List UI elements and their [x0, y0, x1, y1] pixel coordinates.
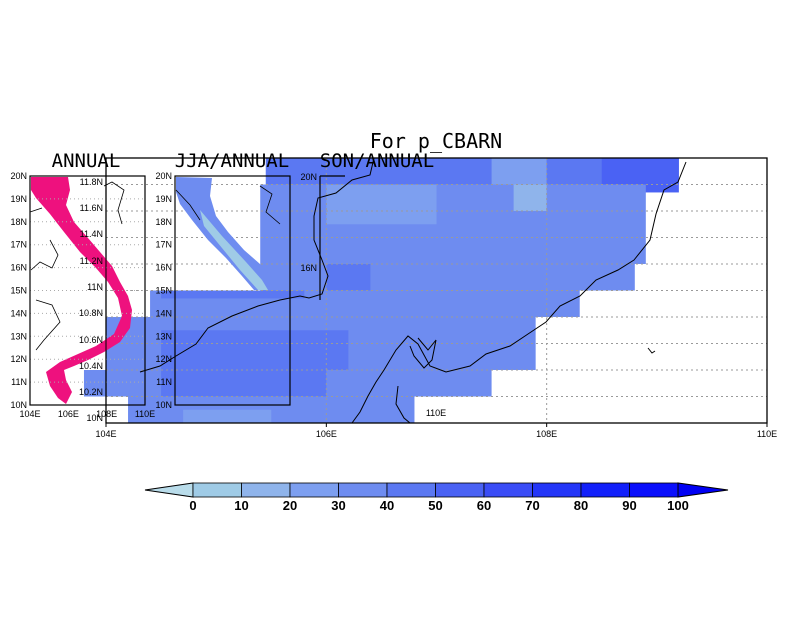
y-tick-label: 11.2N [80, 256, 103, 266]
colorbar-swatch [629, 482, 679, 498]
y-tick-label: 13N [10, 331, 27, 341]
colorbar-swatch [338, 482, 388, 498]
y-tick-label: 20N [10, 171, 27, 181]
panel-title-son-annual: SON/ANNUAL [320, 150, 434, 172]
y-tick-label: 19N [155, 194, 172, 204]
x-tick-label: 108E [96, 409, 117, 419]
y-tick-label: 10.8N [79, 308, 103, 318]
y-tick-label: 15N [10, 286, 27, 296]
data-cell [161, 370, 327, 397]
y-tick-label: 20N [155, 171, 172, 181]
y-tick-label: 12N [10, 354, 27, 364]
main-title: For p_CBARN [370, 129, 502, 153]
y-tick-label: 16N [10, 263, 27, 273]
panel-title-jja-annual: JJA/ANNUAL [175, 150, 289, 172]
y-tick-label: 18N [10, 217, 27, 227]
latitude-zoom-panel: 11.8N 11.6N 11.4N 11.2N 11N 10.8N 10.6N 10.4N 10… [79, 176, 107, 423]
colorbar-swatch [483, 482, 533, 498]
panel-frame [174, 175, 291, 406]
x-tick-label: 110E [757, 429, 777, 439]
data-cell [491, 158, 547, 188]
y-tick-label: 13N [155, 331, 172, 341]
colorbar-tick-label: 30 [331, 498, 345, 513]
colorbar-swatch [386, 482, 436, 498]
colorbar-swatch [241, 482, 291, 498]
border-lines [29, 181, 125, 351]
data-cell [513, 184, 547, 211]
data-cell [161, 330, 349, 370]
x-tick-label: 110E [426, 408, 446, 418]
annual-panel: 10N 11N 12N 13N 14N 15N 16N 17N 18N 19N 20N 104E 106… [10, 171, 155, 419]
x-tick-label: 104E [95, 429, 116, 439]
colorbar-tick-label: 60 [477, 498, 491, 513]
y-tick-label: 10N [10, 400, 27, 410]
x-tick-label: 106E [316, 429, 337, 439]
annual-fill [31, 177, 132, 404]
y-tick-label: 16N [155, 263, 172, 273]
y-tick-label: 11N [11, 377, 27, 387]
colorbar: 0 10 20 30 40 50 60 70 80 90 100 [144, 482, 729, 513]
colorbar-tick-label: 100 [667, 498, 689, 513]
y-tick-label: 11.6N [80, 203, 103, 213]
y-tick-label: 10.4N [79, 361, 103, 371]
data-cell [161, 290, 305, 299]
y-tick-label: 11N [87, 282, 103, 292]
y-tick-label: 14N [10, 308, 27, 318]
colorbar-swatch [580, 482, 630, 498]
y-tick-label: 12N [155, 354, 172, 364]
border-lines [175, 185, 281, 225]
y-tick-label: 11.4N [80, 229, 103, 239]
colorbar-tick-label: 90 [622, 498, 636, 513]
colorbar-tick-label: 20 [283, 498, 297, 513]
y-tick-label: 14N [155, 308, 172, 318]
colorbar-tick-label: 70 [525, 498, 539, 513]
zoomed-map-panel: 104E 106E 108E 110E [83, 157, 777, 439]
y-tick-label: 10.2N [79, 387, 103, 397]
colorbar-tick-label: 80 [574, 498, 588, 513]
colorbar-tick-label: 0 [189, 498, 196, 513]
x-tick-label: 106E [58, 409, 79, 419]
data-cell [183, 409, 272, 423]
jja-fill [176, 177, 274, 290]
son-annual-panel: 20N 16N 110E [300, 172, 446, 418]
colorbar-swatch [192, 482, 242, 498]
colorbar-swatch [289, 482, 339, 498]
x-tick-label: 104E [19, 409, 40, 419]
panel-frame [29, 175, 146, 406]
data-cell [260, 184, 646, 264]
y-tick-label: 18N [155, 217, 172, 227]
y-tick-label: 10N [155, 400, 172, 410]
data-cell [326, 184, 437, 225]
y-tick-label: 11.8N [80, 177, 103, 187]
y-tick-label: 10.6N [79, 335, 103, 345]
data-cell [546, 158, 602, 188]
colorbar-high-arrow [677, 482, 729, 498]
data-cell [260, 264, 635, 291]
panel-title-annual: ANNUAL [52, 150, 121, 172]
x-tick-label: 108E [536, 429, 557, 439]
x-tick-label: 110E [135, 409, 155, 419]
colorbar-swatch [435, 482, 485, 498]
y-tick-label: 16N [300, 263, 317, 273]
y-tick-label: 15N [155, 286, 172, 296]
jja-fill-low [200, 210, 268, 290]
y-tick-label: 10N [86, 413, 103, 423]
y-tick-label: 19N [10, 194, 27, 204]
colorbar-low-arrow [144, 482, 194, 498]
coastline [139, 157, 687, 424]
y-tick-label: 20N [300, 172, 317, 182]
y-tick-label: 17N [155, 240, 172, 250]
colorbar-swatch [532, 482, 582, 498]
colorbar-tick-label: 40 [380, 498, 394, 513]
y-tick-label: 11N [156, 377, 172, 387]
colorbar-tick-label: 10 [234, 498, 248, 513]
colorbar-tick-label: 50 [428, 498, 442, 513]
jja-annual-panel: 10N 11N 12N 13N 14N 15N 16N 17N 18N 19N 20N [155, 171, 291, 410]
y-tick-label: 17N [10, 240, 27, 250]
